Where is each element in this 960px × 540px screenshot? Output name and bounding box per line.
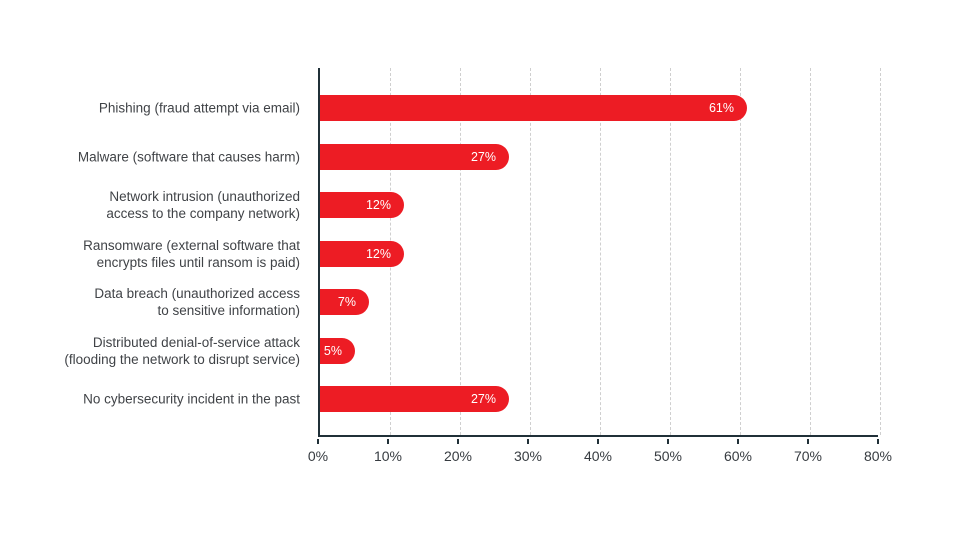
bar-value-label: 5% xyxy=(323,343,342,358)
gridline xyxy=(530,68,531,435)
category-label: No cybersecurity incident in the past xyxy=(83,391,300,407)
bar-value-label: 27% xyxy=(470,392,496,406)
plot-area: 61% 27% 12% 12% 7% 5% 27% xyxy=(318,68,881,437)
x-tick-label: 70% xyxy=(793,448,823,464)
x-tick-label: 30% xyxy=(513,448,543,464)
bar: 61% xyxy=(320,95,747,121)
x-tick-mark xyxy=(597,439,599,444)
x-tick-mark xyxy=(457,439,459,444)
x-tick-mark xyxy=(877,439,879,444)
x-tick-label: 20% xyxy=(443,448,473,464)
gridline xyxy=(600,68,601,435)
bar-value-label: 61% xyxy=(708,101,734,115)
category-label: Network intrusion (unauthorized access t… xyxy=(106,189,300,221)
gridline xyxy=(670,68,671,435)
gridline xyxy=(460,68,461,435)
bar-value-label: 7% xyxy=(337,295,356,309)
category-label: Data breach (unauthorized access to sens… xyxy=(94,286,300,318)
bar: 12% xyxy=(320,192,404,218)
category-label: Distributed denial-of-service attack (fl… xyxy=(64,334,300,367)
x-tick-mark xyxy=(807,439,809,444)
gridline xyxy=(880,68,881,435)
x-axis: 0% 10% 20% 30% 40% 50% 60% 70% 80% xyxy=(308,439,892,479)
x-tick-mark xyxy=(387,439,389,444)
gridline xyxy=(740,68,741,435)
gridline xyxy=(810,68,811,435)
category-label: Malware (software that causes harm) xyxy=(77,149,300,164)
bar-value-label: 12% xyxy=(365,198,391,212)
bar: 27% xyxy=(320,143,509,170)
bar: 12% xyxy=(320,240,404,267)
x-tick-label: 0% xyxy=(307,448,329,464)
x-tick-label: 80% xyxy=(863,448,893,464)
category-label: Phishing (fraud attempt via email) xyxy=(98,100,300,116)
x-tick-mark xyxy=(527,439,529,444)
category-label: Ransomware (external software that encry… xyxy=(83,237,300,270)
bar: 5% xyxy=(320,337,355,364)
x-tick-label: 10% xyxy=(373,448,403,464)
bar-value-label: 12% xyxy=(365,246,391,261)
bar: 7% xyxy=(320,289,369,315)
bar: 27% xyxy=(320,386,509,412)
x-tick-label: 60% xyxy=(723,448,753,464)
x-tick-mark xyxy=(667,439,669,444)
x-tick-label: 40% xyxy=(583,448,613,464)
x-tick-mark xyxy=(317,439,319,444)
x-tick-mark xyxy=(737,439,739,444)
x-tick-label: 50% xyxy=(653,448,683,464)
bar-value-label: 27% xyxy=(470,149,496,164)
